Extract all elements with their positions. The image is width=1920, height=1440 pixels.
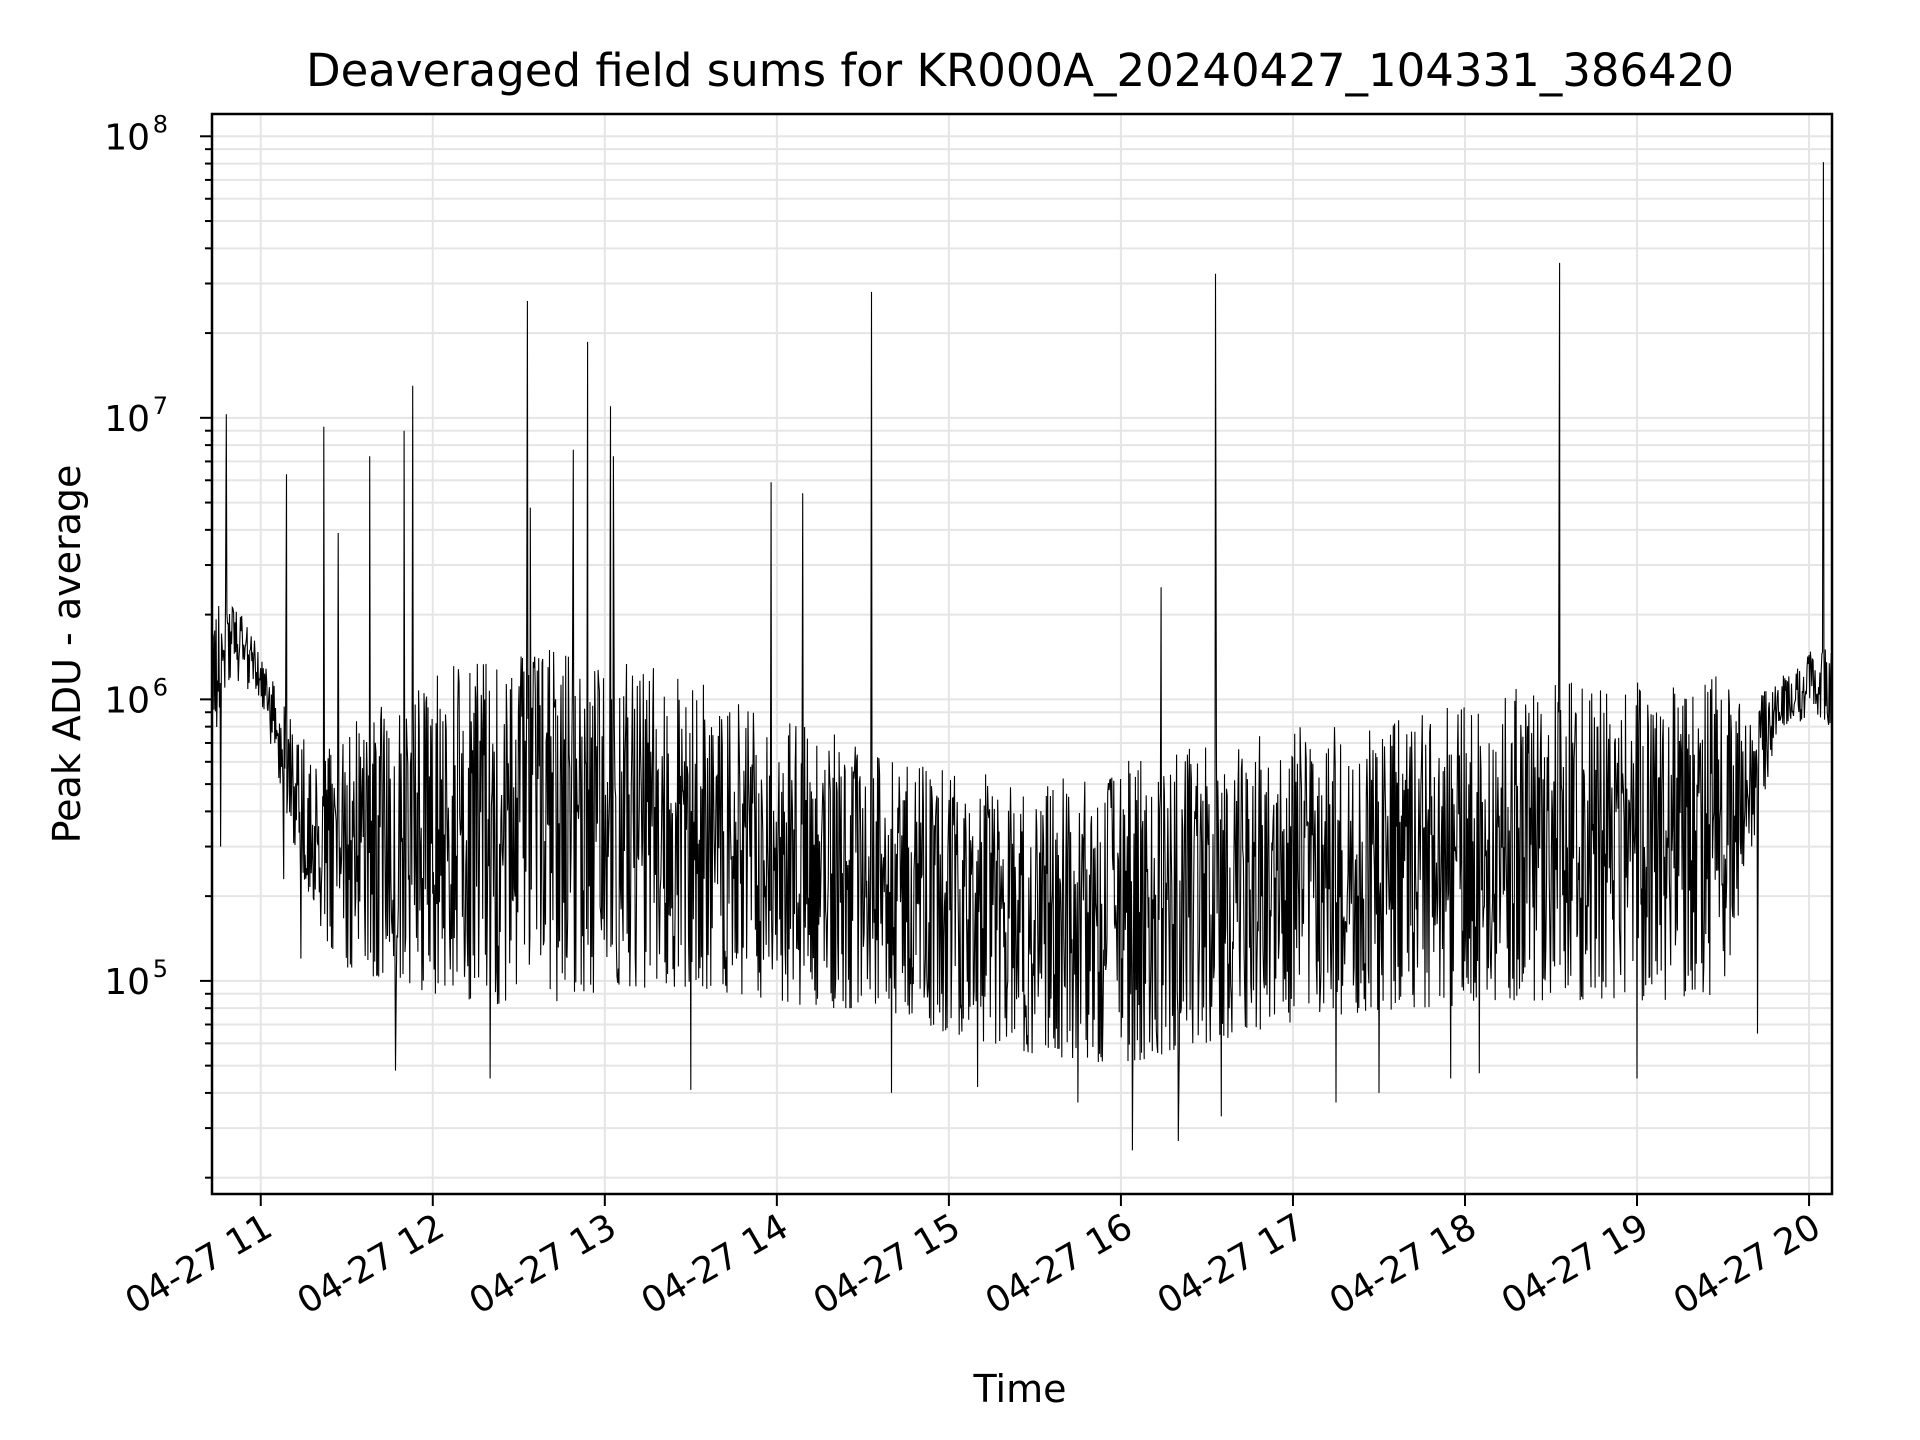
chart-title: Deaveraged field sums for KR000A_2024042…	[306, 44, 1734, 97]
y-tick-label: 10	[104, 399, 150, 440]
y-tick-label: 10	[104, 680, 150, 721]
y-tick-base: 10	[104, 117, 150, 158]
y-tick-exponent: 8	[153, 110, 168, 138]
y-tick-exponent: 6	[153, 673, 168, 701]
y-tick-exponent: 7	[153, 392, 168, 420]
y-tick-base: 10	[104, 680, 150, 721]
y-axis-label: Peak ADU - average	[45, 465, 89, 844]
series-path	[212, 162, 1832, 1151]
y-tick-label: 10	[104, 117, 150, 158]
plot-frame	[210, 112, 1834, 1196]
y-tick-exponent: 5	[153, 955, 168, 983]
x-axis-label: Time	[973, 1367, 1067, 1411]
series-line	[212, 162, 1832, 1151]
y-tick-base: 10	[104, 399, 150, 440]
y-tick-label: 10	[104, 962, 150, 1003]
y-tick-base: 10	[104, 962, 150, 1003]
